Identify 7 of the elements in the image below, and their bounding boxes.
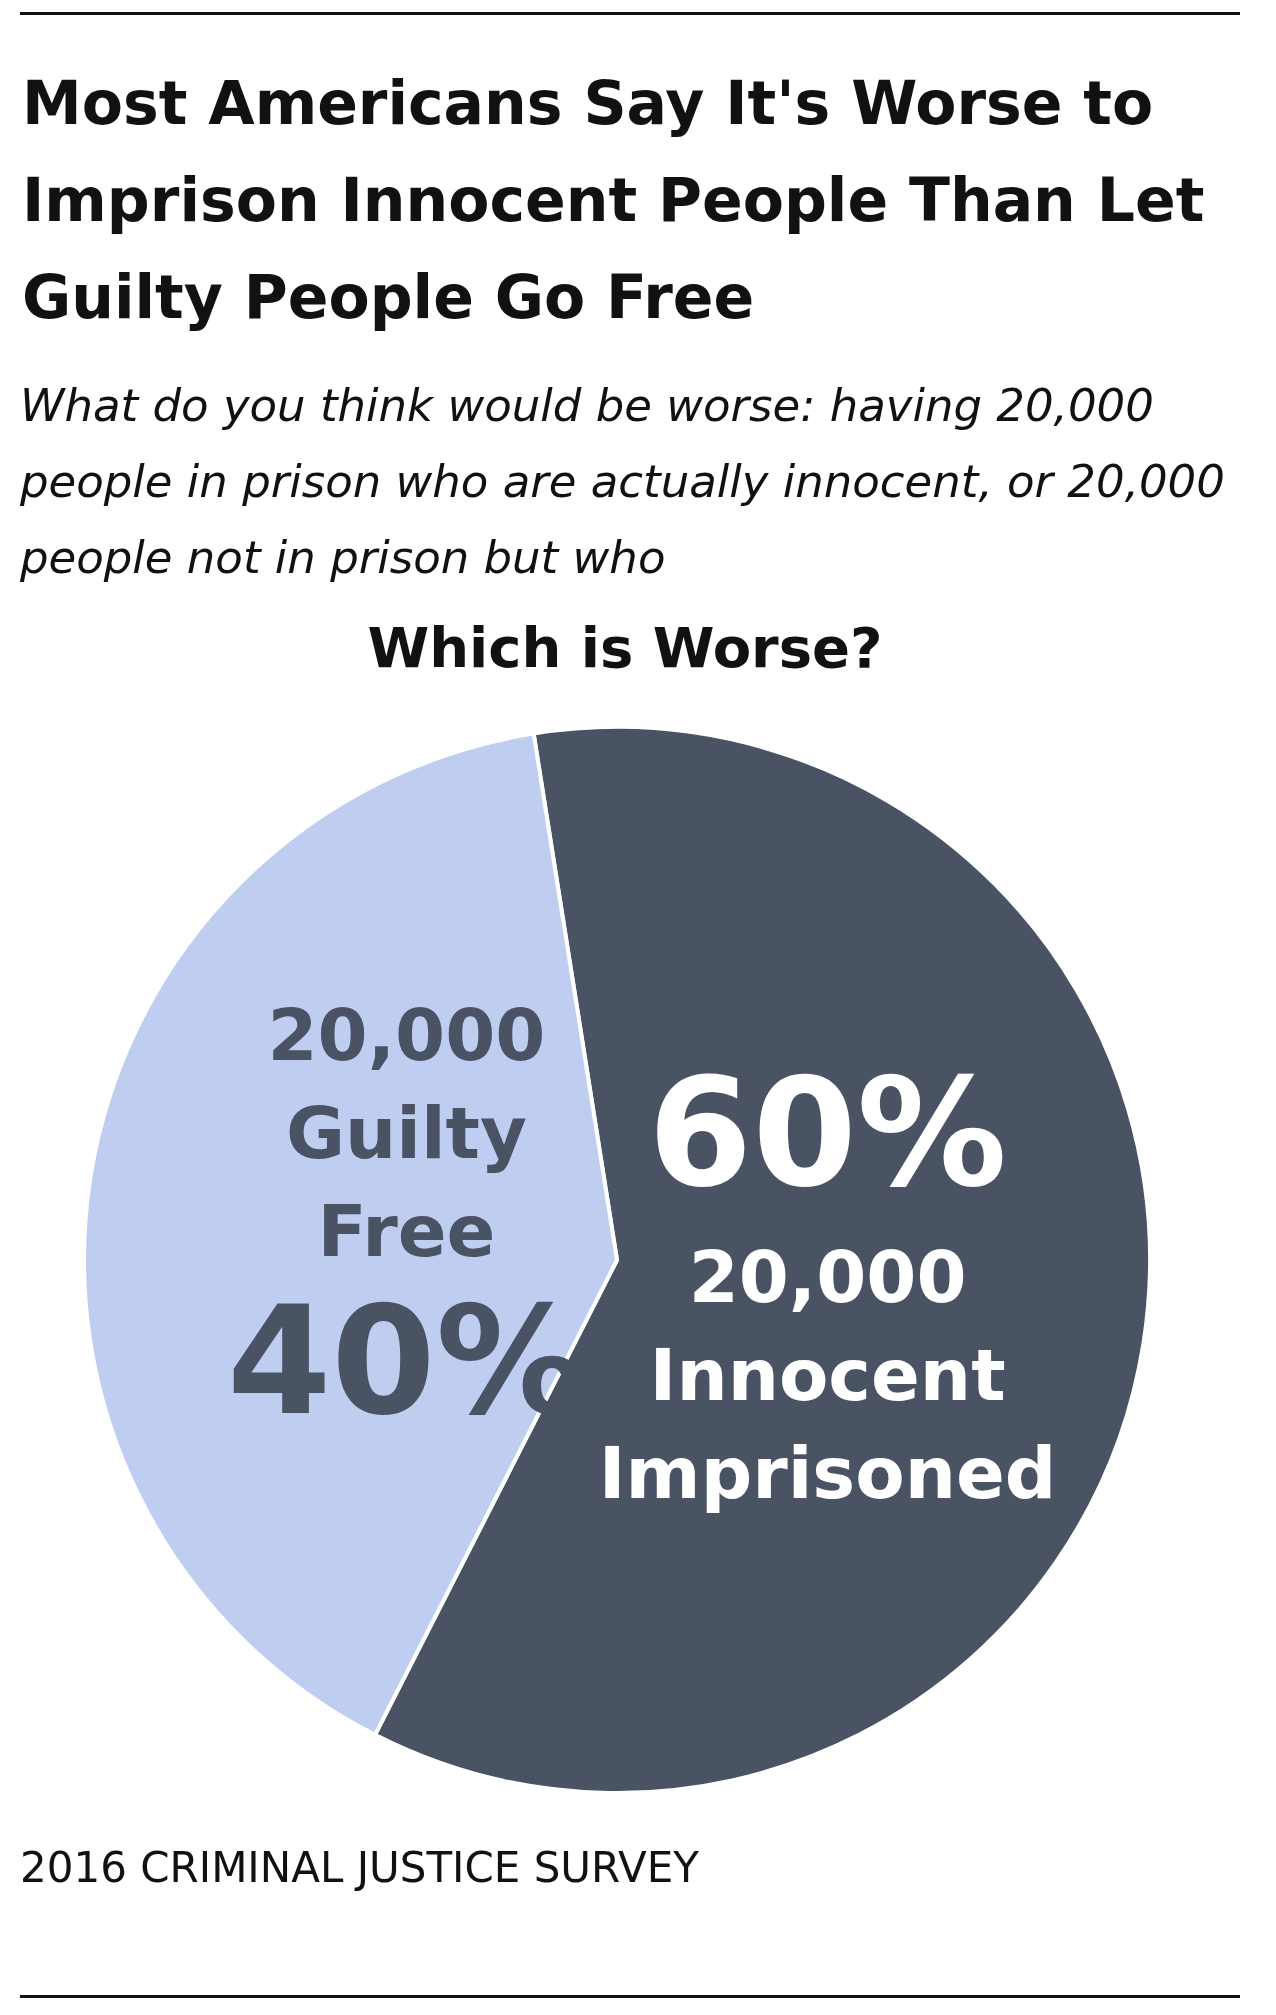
slice-label: 20,000 Guilty Free — [267, 992, 546, 1273]
chart-title: Most Americans Say It's Worse to Imprison Innocent People Than Let Guilty People Go Free — [22, 67, 1206, 334]
legend-title: Which is Worse? — [366, 615, 884, 680]
slice-label: 20,000 Innocent Imprisoned — [598, 1234, 1057, 1515]
text: 2016 CRIMINAL JUSTICE SURVEY — [20, 1842, 699, 1894]
chart-subtitle: What do you think would be worse: having 20,000 people in prison who are actually innocent, or 20,000 people not in prison but who — [20, 378, 1226, 586]
data-label: 60% — [648, 1046, 1008, 1221]
